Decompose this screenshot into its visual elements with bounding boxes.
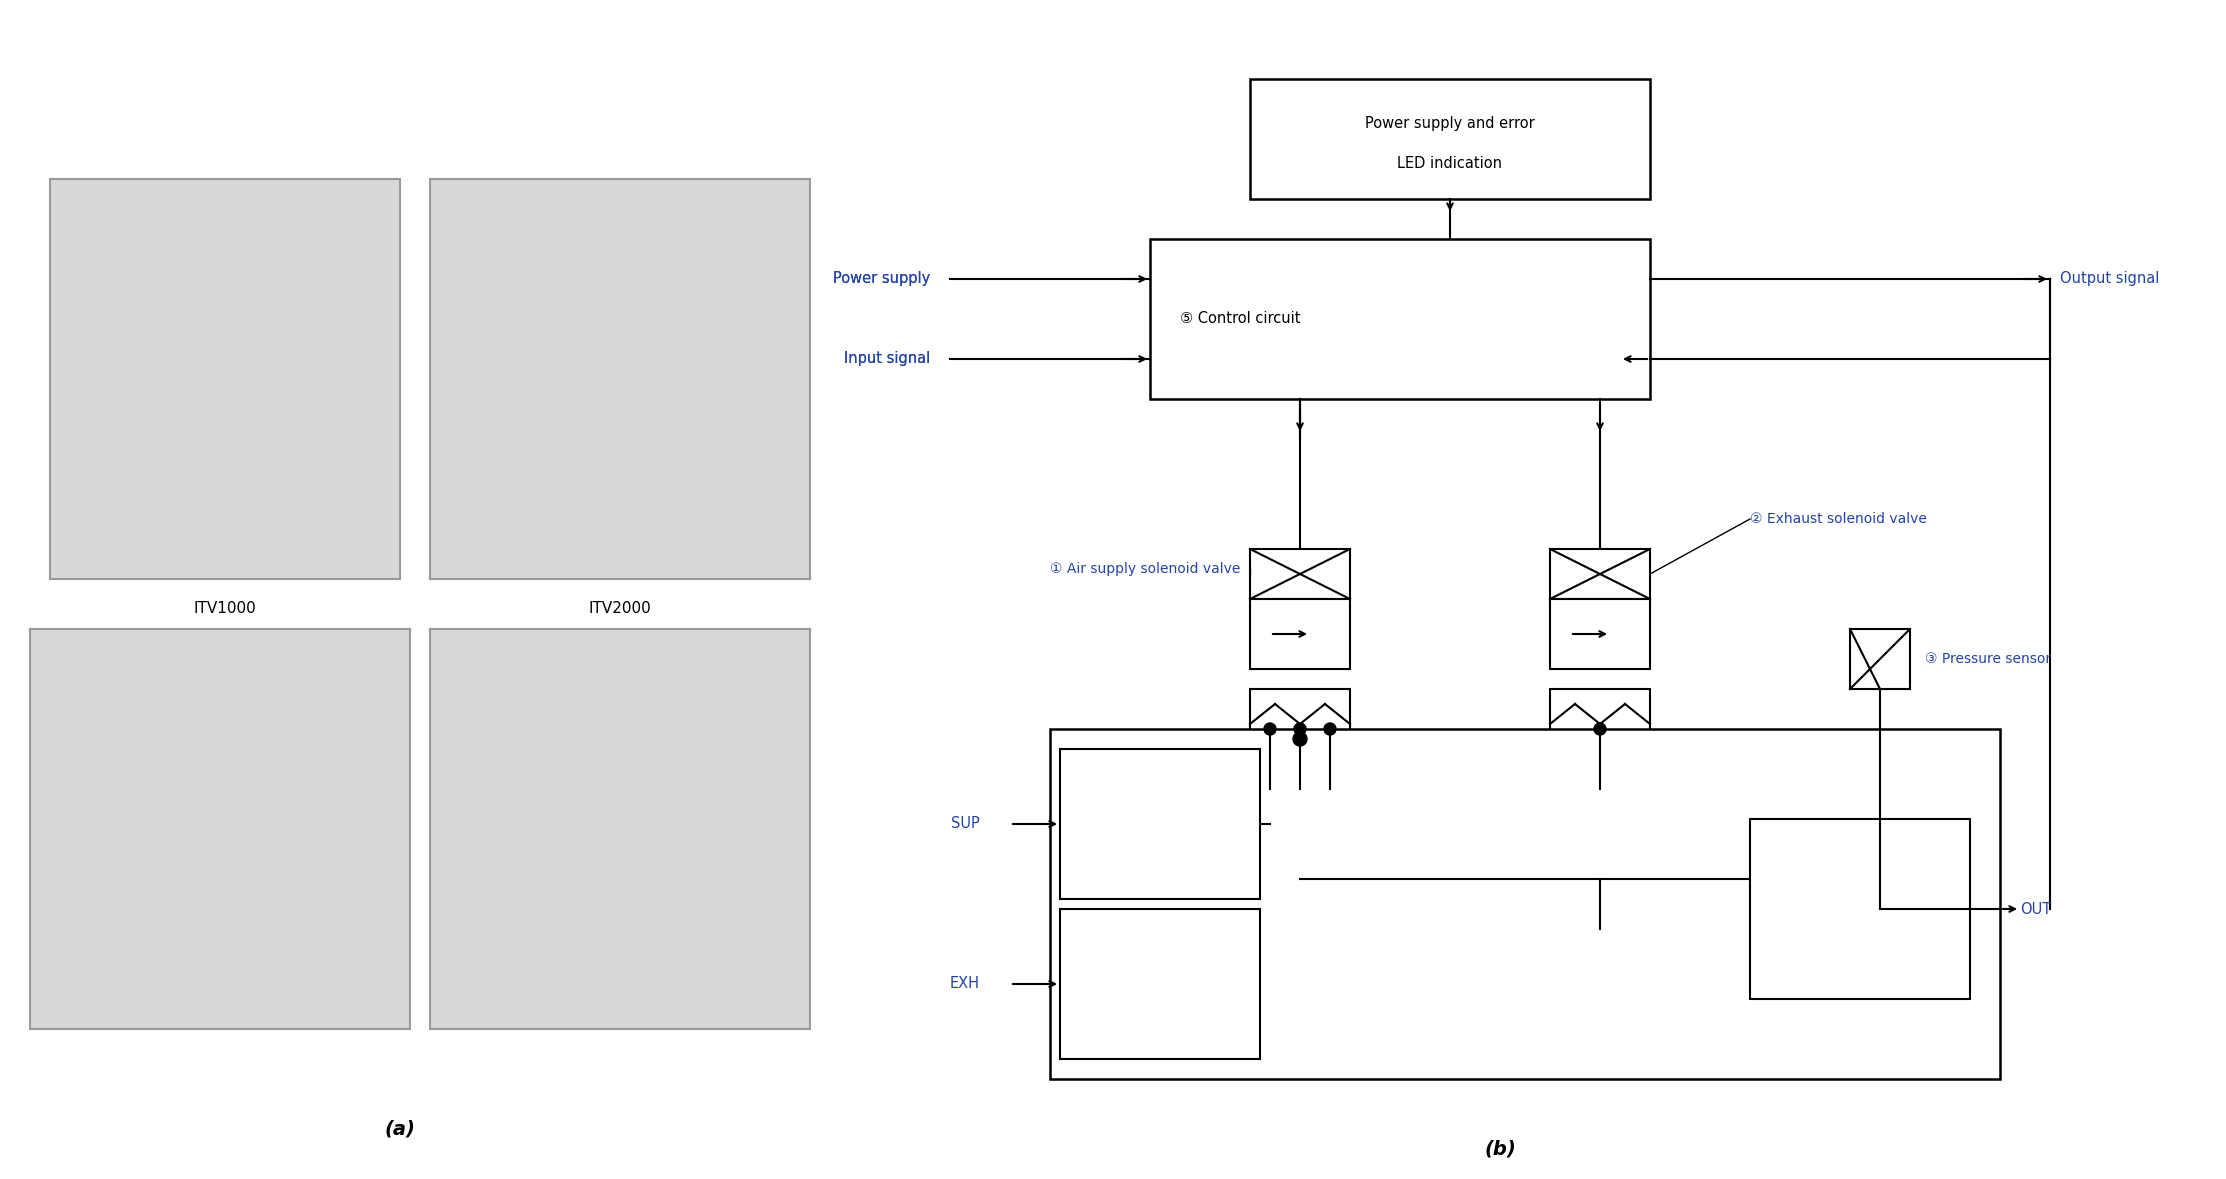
- Text: ITV1000: ITV1000: [194, 601, 256, 617]
- Circle shape: [1264, 723, 1275, 735]
- Bar: [1251, 549, 1349, 599]
- Bar: [1060, 749, 1260, 900]
- Bar: [1251, 689, 1349, 739]
- Bar: [1549, 689, 1649, 739]
- Text: ① Air supply solenoid valve: ① Air supply solenoid valve: [1051, 562, 1240, 577]
- Text: Power supply: Power supply: [833, 271, 930, 286]
- Text: Input signal: Input signal: [844, 351, 930, 367]
- Bar: [49, 179, 401, 579]
- Circle shape: [1324, 723, 1336, 735]
- Text: Output signal: Output signal: [2059, 271, 2159, 286]
- Text: (a): (a): [385, 1120, 416, 1139]
- Bar: [1251, 79, 1649, 199]
- Bar: [1549, 549, 1649, 599]
- Circle shape: [1293, 732, 1307, 746]
- Text: ③ Pressure sensor: ③ Pressure sensor: [1925, 652, 2050, 666]
- Bar: [1051, 729, 1999, 1079]
- Text: ② Exhaust solenoid valve: ② Exhaust solenoid valve: [1750, 512, 1928, 526]
- Text: OUT: OUT: [2019, 902, 2050, 916]
- Text: Power supply and error: Power supply and error: [1365, 117, 1536, 132]
- Bar: [1060, 909, 1260, 1059]
- Text: ITV2000: ITV2000: [588, 601, 652, 617]
- Text: Power supply: Power supply: [833, 271, 930, 286]
- Text: LED indication: LED indication: [1398, 157, 1503, 171]
- Bar: [29, 630, 410, 1029]
- Bar: [1549, 599, 1649, 668]
- Text: Input signal: Input signal: [844, 351, 930, 367]
- Circle shape: [1293, 723, 1307, 735]
- Circle shape: [1594, 723, 1605, 735]
- Text: ⑤ Control circuit: ⑤ Control circuit: [1180, 311, 1300, 327]
- Bar: [430, 630, 810, 1029]
- Bar: [1750, 819, 1970, 999]
- Bar: [1850, 630, 1910, 689]
- Text: (b): (b): [1485, 1139, 1516, 1159]
- Text: SUP: SUP: [951, 817, 979, 831]
- Bar: [430, 179, 810, 579]
- Bar: [1251, 599, 1349, 668]
- Text: EXH: EXH: [951, 976, 979, 992]
- Bar: [1151, 239, 1649, 399]
